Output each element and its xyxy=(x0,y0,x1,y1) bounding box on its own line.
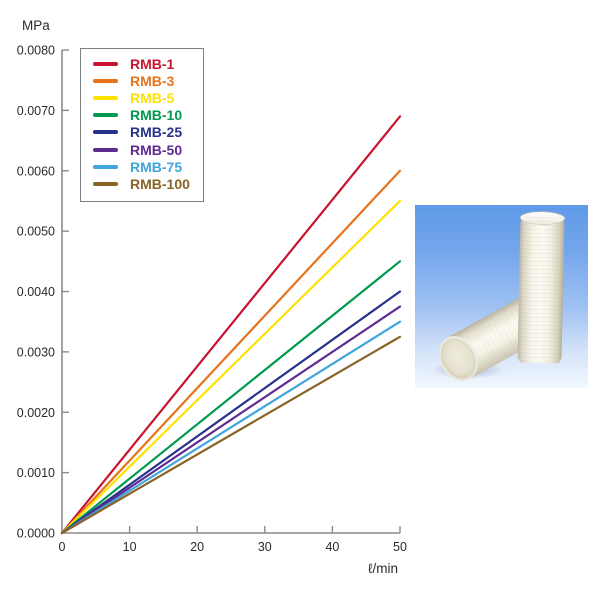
legend-item-rmb-75: RMB-75 xyxy=(81,158,203,175)
y-tick-label: 0.0000 xyxy=(17,527,55,541)
legend-swatch xyxy=(93,78,118,83)
series-line-rmb-75 xyxy=(60,320,402,535)
legend-label: RMB-3 xyxy=(130,72,175,89)
legend-item-rmb-10: RMB-10 xyxy=(81,107,203,124)
legend-label: RMB-25 xyxy=(130,124,183,141)
legend-item-rmb-25: RMB-25 xyxy=(81,124,203,141)
x-tick-label: 30 xyxy=(258,540,272,554)
legend-swatch xyxy=(93,95,118,100)
series-line-rmb-50 xyxy=(60,305,402,535)
x-tick-label: 0 xyxy=(59,540,66,554)
cartridge-photo xyxy=(415,205,588,388)
x-tick-label: 10 xyxy=(123,540,137,554)
legend-swatch xyxy=(93,181,118,186)
cartridge-texture xyxy=(517,216,565,364)
y-tick-label: 0.0040 xyxy=(17,285,55,299)
legend-swatch xyxy=(93,61,118,66)
y-tick-label: 0.0020 xyxy=(17,406,55,420)
pressure-drop-chart: 0.0000 0.0010 0.0020 0.0030 0.0040 0.0050 0.00… xyxy=(17,18,407,576)
x-tick-label: 40 xyxy=(325,540,339,554)
legend-label: RMB-75 xyxy=(130,158,183,175)
legend-item-rmb-1: RMB-1 xyxy=(81,55,203,72)
legend-swatch xyxy=(93,164,118,169)
y-tick-label: 0.0060 xyxy=(17,164,55,178)
legend-swatch xyxy=(93,113,118,118)
y-tick-label: 0.0070 xyxy=(17,104,55,118)
series-line-rmb-1 xyxy=(60,115,402,535)
filter-cartridge-upright xyxy=(517,211,565,364)
y-tick-label: 0.0050 xyxy=(17,225,55,239)
legend-item-rmb-5: RMB-5 xyxy=(81,89,203,106)
y-tick-label: 0.0030 xyxy=(17,345,55,359)
legend-swatch xyxy=(93,130,118,135)
series-line-rmb-100 xyxy=(60,335,402,535)
legend-label: RMB-5 xyxy=(130,89,175,106)
y-axis-title: MPa xyxy=(22,18,50,33)
legend-label: RMB-10 xyxy=(130,107,183,124)
legend-item-rmb-50: RMB-50 xyxy=(81,141,203,158)
legend-label: RMB-1 xyxy=(130,55,175,72)
x-axis-title: ℓ/min xyxy=(368,561,398,576)
legend-item-rmb-100: RMB-100 xyxy=(81,175,203,192)
series-line-rmb-3 xyxy=(60,169,402,535)
legend-swatch xyxy=(93,147,118,152)
series-line-rmb-10 xyxy=(60,260,402,535)
chart-legend: RMB-1 RMB-3 RMB-5 RMB-10 RMB-25 RMB-50 RMB-75 R… xyxy=(80,48,204,202)
legend-label: RMB-50 xyxy=(130,141,183,158)
legend-label: RMB-100 xyxy=(130,175,190,192)
legend-item-rmb-3: RMB-3 xyxy=(81,72,203,89)
x-tick-label: 50 xyxy=(393,540,407,554)
series-line-rmb-5 xyxy=(60,199,402,535)
y-tick-label: 0.0080 xyxy=(17,44,55,58)
x-tick-label: 20 xyxy=(190,540,204,554)
series-line-rmb-25 xyxy=(60,290,402,535)
y-tick-label: 0.0010 xyxy=(17,466,55,480)
